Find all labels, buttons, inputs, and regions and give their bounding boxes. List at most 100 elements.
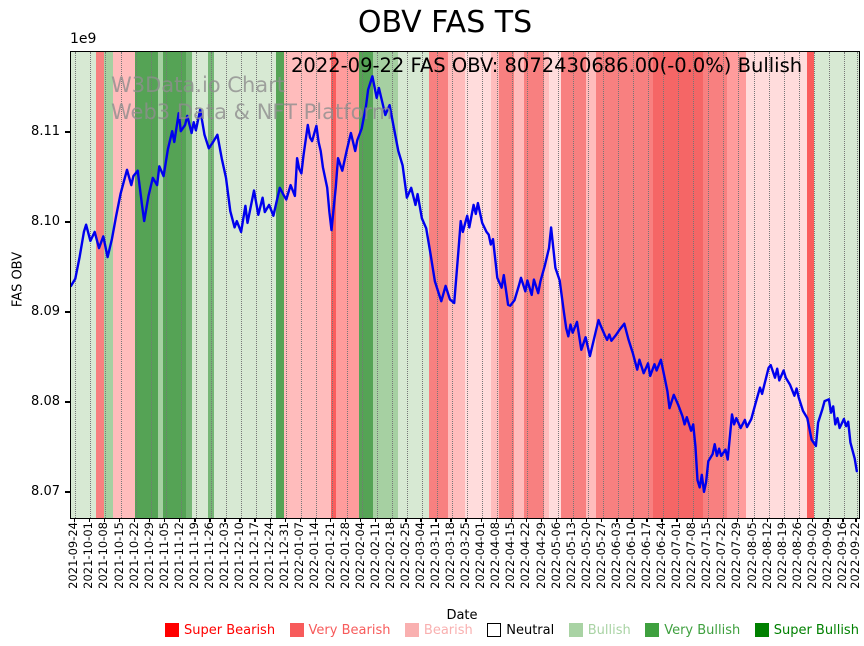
x-tick-mark [570, 518, 573, 523]
y-tick-label: 8.11 [31, 123, 60, 139]
x-tick-mark [118, 518, 121, 523]
x-gridline [512, 52, 514, 518]
sentiment-band-very_bullish [163, 52, 186, 518]
sentiment-band-very_bearish [498, 52, 514, 518]
sentiment-band-super_bearish [330, 52, 336, 518]
x-gridline [497, 52, 499, 518]
x-tick-label: 2021-11-19 [186, 522, 201, 589]
x-tick-label: 2022-08-19 [774, 522, 789, 589]
sentiment-band-bearish [586, 52, 596, 518]
x-gridline [753, 52, 755, 518]
x-gridline [723, 52, 725, 518]
x-tick-mark [676, 518, 678, 523]
legend-swatch-icon [165, 623, 179, 637]
x-gridline [572, 52, 574, 518]
legend-item-neutral: Neutral [487, 623, 554, 638]
x-tick-label: 2021-12-31 [277, 522, 292, 589]
x-gridline [467, 52, 469, 518]
x-gridline [557, 52, 559, 518]
y-tick-mark [64, 491, 70, 493]
x-tick-label: 2022-07-08 [684, 522, 699, 589]
x-gridline [648, 52, 649, 518]
x-gridline [542, 52, 544, 518]
x-tick-mark [616, 518, 618, 523]
x-gridline [90, 52, 92, 518]
sentiment-band-bullish_mid [157, 52, 164, 518]
x-tick-label: 2021-10-22 [126, 522, 141, 589]
sentiment-band-bullish [214, 52, 277, 518]
x-tick-mark [736, 518, 739, 523]
x-gridline [301, 52, 303, 518]
x-tick-label: 2022-07-01 [669, 522, 684, 589]
x-tick-label: 2022-02-18 [382, 522, 397, 589]
x-tick-label: 2022-01-21 [322, 522, 337, 589]
x-tick-mark [646, 518, 648, 523]
legend-item-very-bearish: Very Bearish [289, 622, 391, 638]
x-tick-mark [329, 518, 332, 523]
sentiment-band-bearish [113, 52, 135, 518]
x-gridline [452, 52, 454, 518]
x-gridline [256, 52, 258, 518]
sentiment-band-bullish [398, 52, 429, 518]
x-tick-mark [299, 518, 302, 523]
x-gridline [165, 52, 167, 518]
x-gridline [663, 52, 665, 518]
x-tick-mark [525, 518, 528, 523]
sentiment-band-very_bearish [595, 52, 653, 518]
x-tick-mark [842, 518, 844, 523]
x-tick-label: 2022-08-05 [744, 522, 759, 589]
y-axis-label: FAS OBV [10, 251, 26, 308]
x-tick-mark [555, 518, 558, 523]
legend-label: Super Bullish [773, 622, 859, 638]
legend-label: Very Bearish [308, 622, 391, 638]
obv-line-chart [71, 75, 858, 494]
x-gridline [693, 52, 695, 518]
x-tick-mark [103, 518, 106, 523]
x-tick-mark [405, 518, 407, 523]
x-gridline [316, 52, 318, 518]
legend-label: Bullish [587, 622, 631, 638]
x-gridline [768, 52, 770, 518]
x-tick-label: 2022-01-14 [307, 522, 322, 589]
y-tick-mark [64, 131, 70, 133]
x-tick-mark [781, 518, 784, 523]
x-gridline [482, 52, 484, 518]
x-tick-label: 2022-07-22 [714, 522, 729, 589]
x-tick-mark [540, 518, 543, 523]
x-gridline [346, 52, 348, 518]
x-gridline [120, 52, 122, 518]
x-tick-label: 2022-03-04 [412, 522, 427, 589]
x-gridline [376, 52, 378, 518]
x-tick-mark [480, 518, 482, 523]
x-tick-label: 2021-11-12 [171, 522, 186, 589]
chart-title: OBV FAS TS [357, 5, 533, 40]
x-tick-label: 2022-09-16 [834, 522, 849, 589]
legend-swatch-icon [645, 623, 660, 637]
x-gridline [783, 52, 785, 518]
x-tick-label: 2021-09-24 [66, 522, 81, 589]
x-tick-mark [254, 518, 256, 523]
sentiment-band-bullish [71, 52, 96, 518]
x-tick-mark [706, 518, 708, 523]
x-tick-mark [88, 518, 91, 523]
legend-swatch-icon [487, 623, 502, 637]
x-tick-label: 2022-04-22 [518, 522, 533, 589]
x-gridline [195, 52, 197, 518]
x-tick-mark [390, 518, 392, 523]
x-gridline [135, 52, 137, 518]
sentiment-band-bullish_mid [104, 52, 113, 518]
legend: Super Bearish Very Bearish Bearish Neutral B… [165, 619, 859, 641]
x-gridline [617, 52, 619, 518]
x-tick-label: 2021-12-24 [262, 522, 277, 589]
legend-item-super-bullish: Super Bullish [754, 622, 859, 638]
legend-swatch-icon [404, 623, 419, 637]
x-gridline [241, 52, 243, 518]
legend-label: Very Bullish [664, 622, 741, 638]
x-gridline [602, 52, 604, 518]
x-tick-label: 2022-06-24 [654, 522, 669, 589]
x-tick-label: 2022-05-20 [578, 522, 593, 589]
legend-label: Bearish [423, 622, 473, 638]
x-gridline [271, 52, 273, 518]
x-tick-mark [359, 518, 362, 523]
x-gridline [361, 52, 363, 518]
